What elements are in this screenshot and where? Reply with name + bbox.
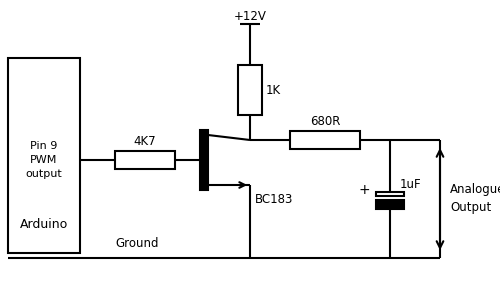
Bar xyxy=(8,58,80,253)
Text: Analogue
Output: Analogue Output xyxy=(450,183,500,213)
Text: BC183: BC183 xyxy=(255,193,294,206)
Bar xyxy=(376,192,404,196)
Text: Ground: Ground xyxy=(115,237,158,250)
Bar xyxy=(376,200,404,209)
Text: 4K7: 4K7 xyxy=(134,135,156,148)
Text: +12V: +12V xyxy=(234,10,266,23)
Bar xyxy=(200,130,208,190)
Bar xyxy=(290,131,360,149)
Bar xyxy=(115,151,175,169)
Text: Arduino: Arduino xyxy=(20,218,68,231)
Text: +: + xyxy=(358,183,370,197)
Text: 1uF: 1uF xyxy=(400,178,421,192)
Bar xyxy=(238,65,262,115)
Text: 680R: 680R xyxy=(310,115,340,128)
Text: Pin 9
PWM
output: Pin 9 PWM output xyxy=(26,141,63,179)
Text: 1K: 1K xyxy=(266,83,281,96)
